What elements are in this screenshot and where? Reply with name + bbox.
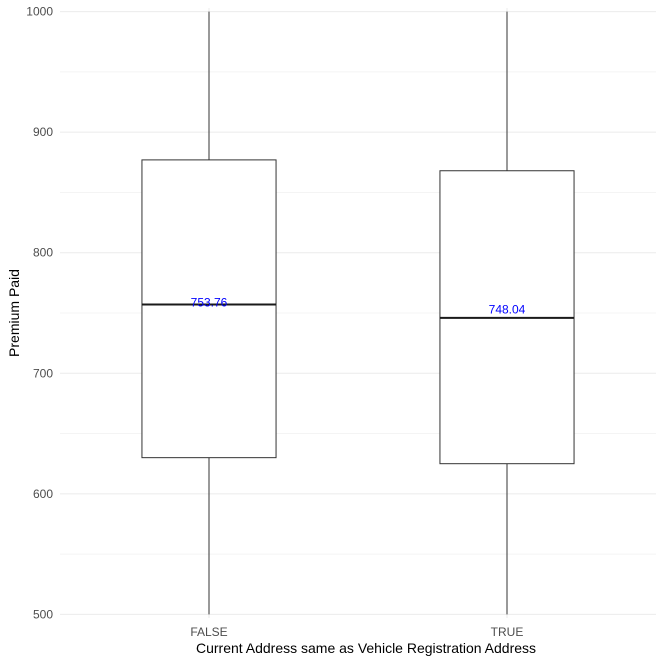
y-tick-label: 600 — [33, 487, 53, 501]
y-tick-label: 1000 — [26, 5, 53, 19]
y-axis-ticks: 500 600 700 800 900 1000 — [26, 5, 53, 622]
y-tick-label: 700 — [33, 366, 53, 380]
y-tick-label: 900 — [33, 125, 53, 139]
boxes — [141, 159, 575, 465]
y-axis-title: Premium Paid — [6, 269, 22, 357]
x-axis-ticks: FALSE TRUE — [190, 625, 523, 639]
mean-labels: 753.76 748.04 — [191, 295, 526, 316]
x-axis-title: Current Address same as Vehicle Registra… — [196, 640, 536, 656]
mean-label: 753.76 — [191, 295, 228, 309]
whiskers — [208, 11, 508, 615]
y-tick-label: 500 — [33, 607, 53, 621]
x-tick-label: FALSE — [190, 625, 227, 639]
y-tick-label: 800 — [33, 246, 53, 260]
box-iqr — [141, 159, 277, 459]
x-tick-label: TRUE — [491, 625, 524, 639]
mean-label: 748.04 — [489, 302, 526, 316]
